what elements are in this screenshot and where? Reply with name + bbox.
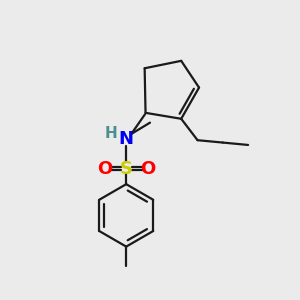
Text: H: H: [104, 126, 117, 141]
Text: N: N: [119, 130, 134, 148]
Text: S: S: [120, 160, 133, 178]
Text: O: O: [97, 160, 112, 178]
Text: O: O: [140, 160, 155, 178]
